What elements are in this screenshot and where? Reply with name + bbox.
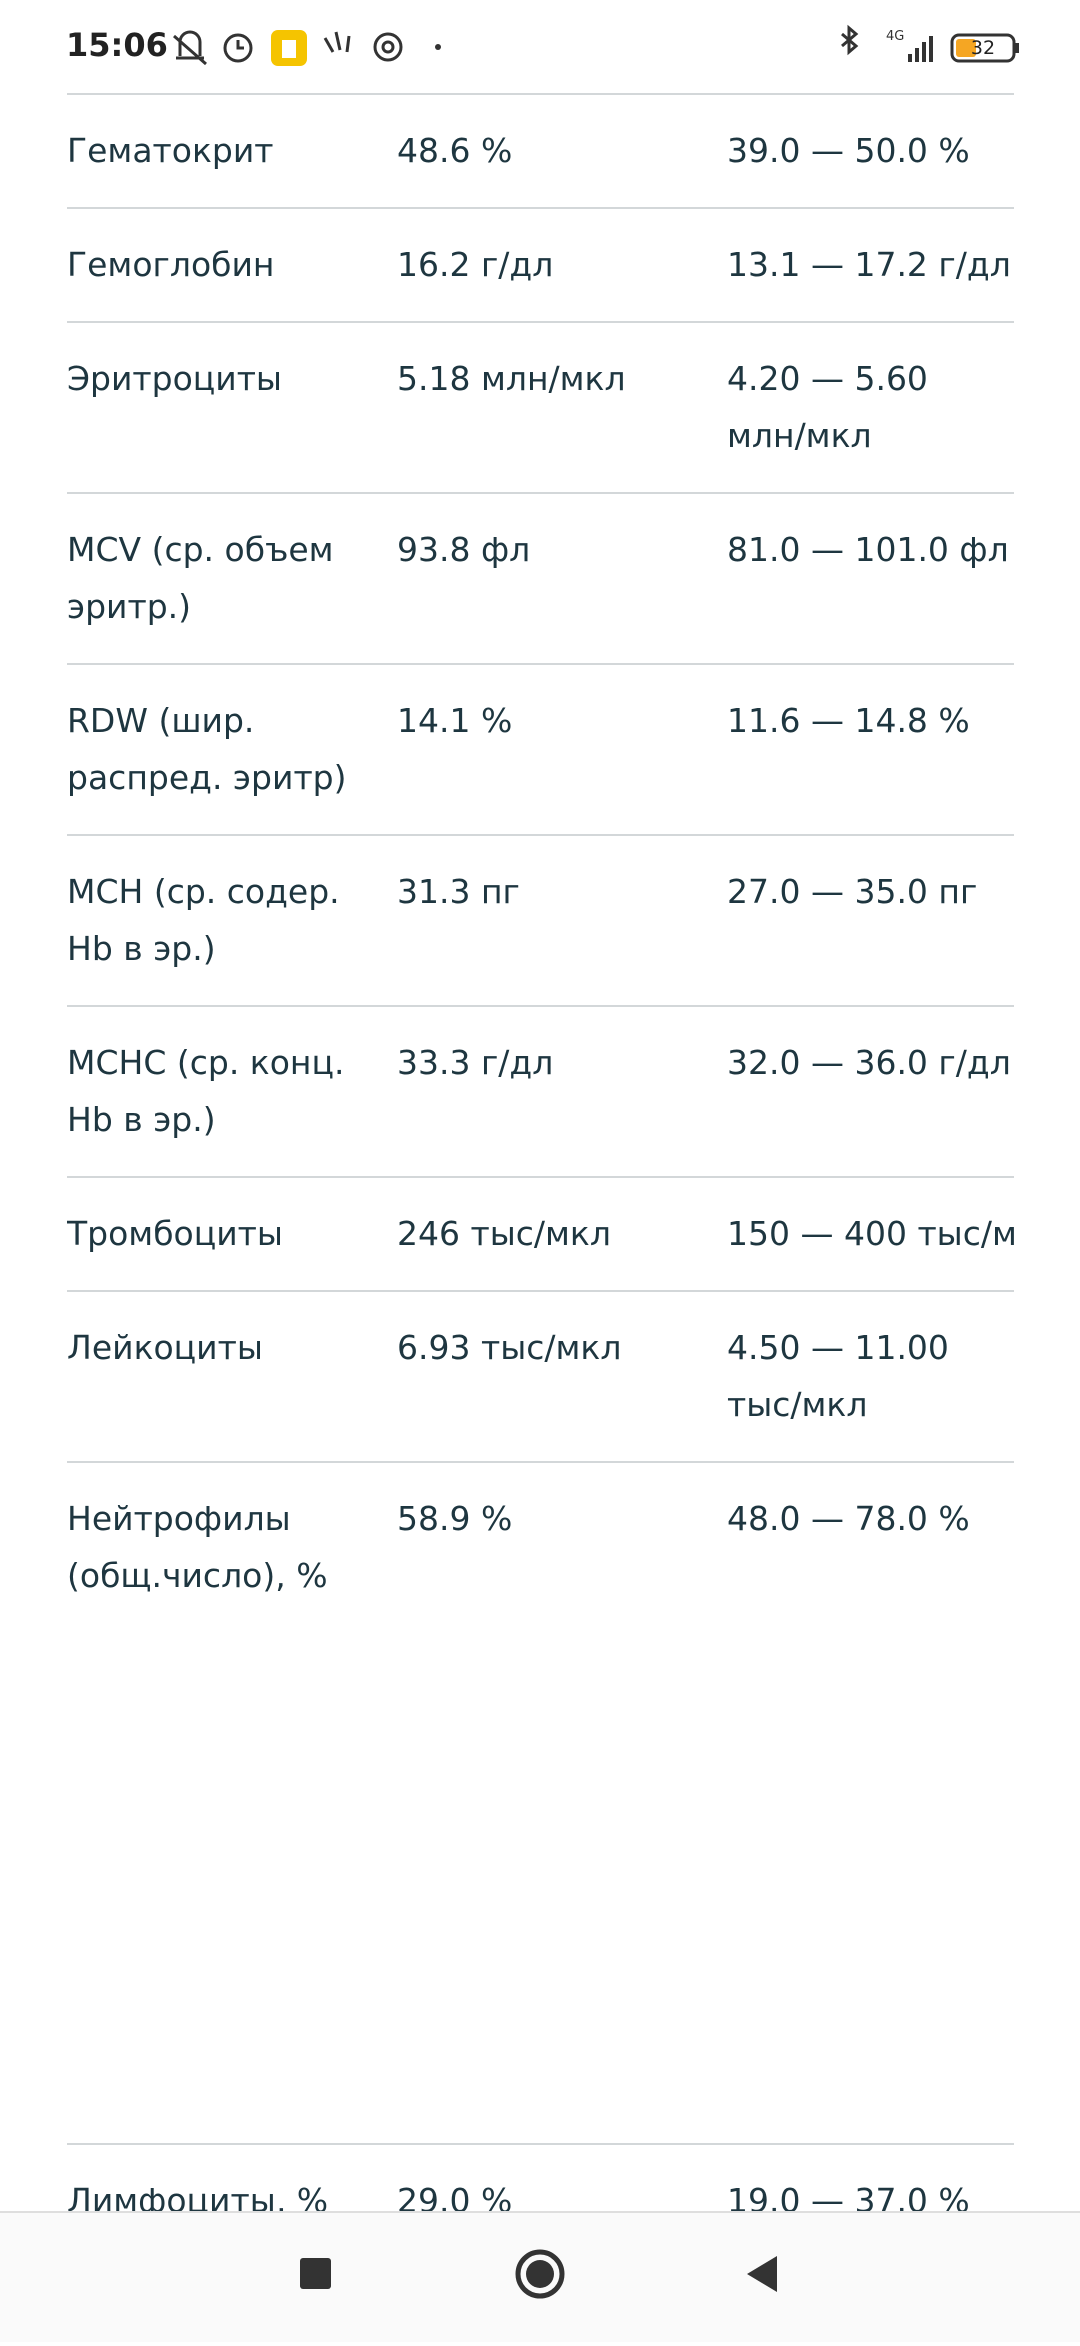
table-row: RDW (шир. распред. эритр) 14.1 % 11.6 — 14…	[67, 663, 1014, 834]
result: 93.8 фл	[397, 530, 531, 569]
table-row: Лимфоциты, % 29.0 % 19.0 — 37.0 %	[67, 2143, 1014, 2211]
test-name: Эритроциты	[67, 359, 282, 398]
home-button[interactable]	[515, 2249, 565, 2299]
test-name: Лейкоциты	[67, 1328, 263, 1367]
reference-range: 48.0 — 78.0 %	[727, 1499, 970, 1538]
table-row: Лейкоциты 6.93 тыс/мкл 4.50 — 11.00 тыс/мк…	[67, 1290, 1014, 1461]
test-name: Гемоглобин	[67, 245, 275, 284]
results-table: Гематокрит 48.6 % 39.0 — 50.0 % Гемоглобин 1…	[67, 93, 1014, 2211]
test-name: MCH (ср. содер. Hb в эр.)	[67, 872, 340, 968]
battery-level: 32	[971, 37, 995, 59]
result: 58.9 %	[397, 1499, 513, 1538]
table-row: Эритроциты 5.18 млн/мкл 4.20 — 5.60 млн/мк…	[67, 321, 1014, 492]
back-button[interactable]	[747, 2256, 777, 2292]
reference-range: 81.0 — 101.0 фл	[727, 530, 1009, 569]
reference-range: 4.20 — 5.60 млн/мкл	[727, 359, 928, 455]
reference-range: 4.50 — 11.00 тыс/мкл	[727, 1328, 949, 1424]
table-row: MCHC (ср. конц. Hb в эр.) 33.3 г/дл 32.0 —…	[67, 1005, 1014, 1176]
reference-range: 11.6 — 14.8 %	[727, 701, 970, 740]
result: 16.2 г/дл	[397, 245, 554, 284]
navigation-bar	[0, 2211, 1080, 2342]
test-name: Лимфоциты, %	[67, 2181, 329, 2211]
result: 31.3 пг	[397, 872, 520, 911]
reference-range: 13.1 — 17.2 г/дл	[727, 245, 1011, 284]
test-name: MCHC (ср. конц. Hb в эр.)	[67, 1043, 345, 1139]
reference-range: 27.0 — 35.0 пг	[727, 872, 978, 911]
result: 29.0 %	[397, 2181, 513, 2211]
table-row: Тромбоциты 246 тыс/мкл 150 — 400 тыс/мкл	[67, 1176, 1014, 1290]
test-name: Нейтрофилы (общ.число), %	[67, 1499, 328, 1595]
status-bar: 15:06 4G 32	[0, 0, 1080, 94]
result: 48.6 %	[397, 131, 513, 170]
nav-icons	[300, 2249, 777, 2299]
test-name: Тромбоциты	[67, 1214, 283, 1253]
table-row: Гематокрит 48.6 % 39.0 — 50.0 %	[67, 93, 1014, 207]
reference-range: 39.0 — 50.0 %	[727, 131, 970, 170]
table-row: MCV (ср. объем эритр.) 93.8 фл 81.0 — 101.…	[67, 492, 1014, 663]
reference-range: 32.0 — 36.0 г/дл	[727, 1043, 1011, 1082]
reference-range: 19.0 — 37.0 %	[727, 2181, 970, 2211]
result: 14.1 %	[397, 701, 513, 740]
table-row: MCH (ср. содер. Hb в эр.) 31.3 пг 27.0 — 3…	[67, 834, 1014, 1005]
clock: 15:06	[66, 26, 168, 64]
table-row: Нейтрофилы (общ.число), % 58.9 % 48.0 — 78…	[67, 1461, 1014, 2143]
result: 5.18 млн/мкл	[397, 359, 626, 398]
test-name: Гематокрит	[67, 131, 274, 170]
reference-range: 150 — 400 тыс/мкл	[727, 1214, 1014, 1253]
result: 6.93 тыс/мкл	[397, 1328, 622, 1367]
network-type: 4G	[886, 29, 904, 44]
recents-button[interactable]	[300, 2258, 331, 2289]
table-row: Гемоглобин 16.2 г/дл 13.1 — 17.2 г/дл	[67, 207, 1014, 321]
test-name: RDW (шир. распред. эритр)	[67, 701, 347, 797]
test-name: MCV (ср. объем эритр.)	[67, 530, 334, 626]
status-icons: 4G 32	[173, 24, 1019, 66]
result: 33.3 г/дл	[397, 1043, 554, 1082]
result: 246 тыс/мкл	[397, 1214, 611, 1253]
